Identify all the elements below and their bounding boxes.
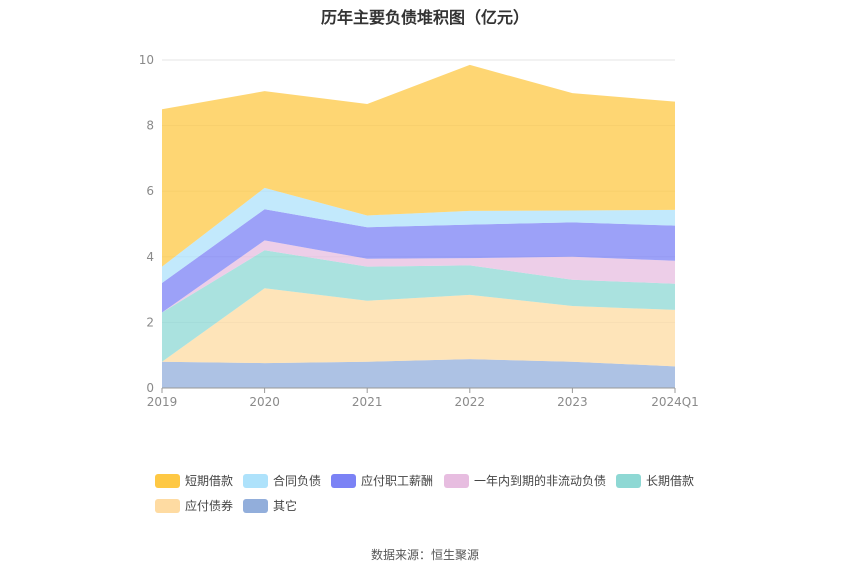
x-tick-label: 2021 (352, 395, 383, 409)
area-series (162, 64, 675, 267)
legend-swatch (243, 498, 268, 513)
legend-label: 应付职工薪酬 (361, 474, 434, 488)
legend-item-current-noncurrent-liabilities[interactable]: 一年内到期的非流动负债 (444, 472, 606, 489)
legend-label: 其它 (273, 499, 298, 513)
y-tick-label: 2 (146, 315, 154, 329)
stacked-area-chart: 2019 2020 2021 2022 2023 2024Q1 0 2 4 6 8 10 (139, 53, 699, 409)
legend-item-bonds-payable[interactable]: 应付债券 (155, 497, 233, 514)
legend-swatch (155, 498, 180, 513)
legend-swatch (331, 473, 356, 488)
legend-label: 应付债券 (185, 499, 234, 513)
area-series (162, 288, 675, 367)
y-tick-label: 4 (146, 250, 154, 264)
legend-item-employee-payable[interactable]: 应付职工薪酬 (331, 472, 433, 489)
area-series (162, 250, 675, 362)
legend-label: 一年内到期的非流动负债 (474, 474, 607, 488)
x-tick-label: 2023 (557, 395, 588, 409)
legend-swatch (444, 473, 469, 488)
legend-swatch (155, 473, 180, 488)
legend-item-long-term-loan[interactable]: 长期借款 (616, 472, 694, 489)
y-tick-label: 6 (146, 184, 154, 198)
legend-swatch (243, 473, 268, 488)
chart-title: 历年主要负债堆积图（亿元） (320, 8, 529, 27)
area-series (162, 240, 675, 313)
legend-label: 合同负债 (273, 474, 322, 488)
legend-item-short-term-loan[interactable]: 短期借款 (155, 472, 233, 489)
area-series (162, 187, 675, 284)
legend-item-contract-liabilities[interactable]: 合同负债 (243, 472, 321, 489)
area-series (162, 359, 675, 388)
legend-label: 长期借款 (646, 474, 695, 488)
x-tick-label: 2024Q1 (651, 395, 699, 409)
y-tick-label: 8 (146, 119, 154, 133)
y-tick-label: 10 (139, 53, 154, 67)
y-tick-label: 0 (146, 381, 154, 395)
area-series (162, 209, 675, 313)
legend-label: 短期借款 (185, 474, 234, 488)
x-tick-label: 2022 (455, 395, 486, 409)
legend-item-other[interactable]: 其它 (243, 497, 297, 514)
legend-swatch (616, 473, 641, 488)
x-tick-label: 2019 (147, 395, 178, 409)
data-source: 数据来源：恒生聚源 (370, 548, 479, 562)
x-tick-label: 2020 (249, 395, 280, 409)
